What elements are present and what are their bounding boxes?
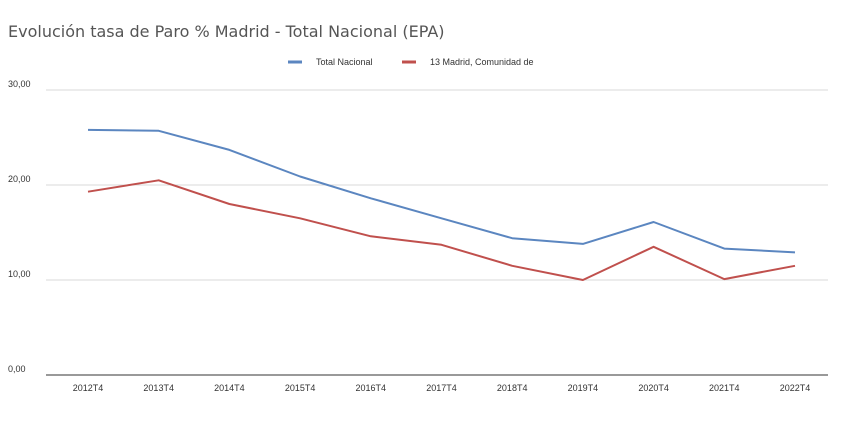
x-tick-label: 2017T4 — [426, 383, 457, 393]
legend-label: Total Nacional — [316, 57, 373, 67]
x-tick-label: 2018T4 — [497, 383, 528, 393]
x-tick-label: 2021T4 — [709, 383, 740, 393]
series-line-madrid — [87, 179, 796, 281]
x-tick-label: 2012T4 — [73, 383, 104, 393]
chart-title: Evolución tasa de Paro % Madrid - Total … — [8, 22, 445, 41]
x-tick-label: 2019T4 — [568, 383, 599, 393]
legend-label: 13 Madrid, Comunidad de — [430, 57, 534, 67]
y-tick-label: 30,00 — [8, 79, 31, 89]
x-tick-label: 2014T4 — [214, 383, 245, 393]
y-tick-label: 20,00 — [8, 174, 31, 184]
x-tick-label: 2020T4 — [638, 383, 669, 393]
x-tick-label: 2013T4 — [143, 383, 174, 393]
series-line-total-nacional — [87, 128, 796, 254]
y-tick-label: 10,00 — [8, 269, 31, 279]
x-tick-label: 2015T4 — [285, 383, 316, 393]
y-tick-label: 0,00 — [8, 364, 26, 374]
x-tick-label: 2016T4 — [356, 383, 387, 393]
x-tick-label: 2022T4 — [780, 383, 811, 393]
